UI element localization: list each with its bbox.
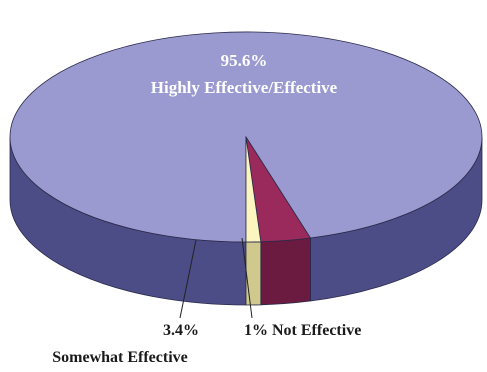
leader-lines <box>179 237 253 319</box>
leader-line-not-effective <box>241 237 253 319</box>
pie-side-not-effective <box>245 241 262 306</box>
pie-slice-not-effective <box>245 136 262 243</box>
data-label-highly-effective-value: 95.6% <box>221 51 268 70</box>
pie-slices <box>9 31 483 243</box>
pie-side-somewhat-effective <box>260 237 311 306</box>
pie-slice-highly-effective-effective <box>9 31 483 243</box>
data-label-somewhat-effective-name: Somewhat Effective <box>52 349 188 366</box>
data-label-somewhat-effective-value: 3.4% <box>163 322 199 339</box>
data-label-not-effective: 1% Not Effective <box>244 322 361 339</box>
leader-line-somewhat <box>179 239 197 319</box>
data-label-highly-effective-name: Highly Effective/Effective <box>151 78 338 97</box>
pie-sides <box>9 136 483 306</box>
